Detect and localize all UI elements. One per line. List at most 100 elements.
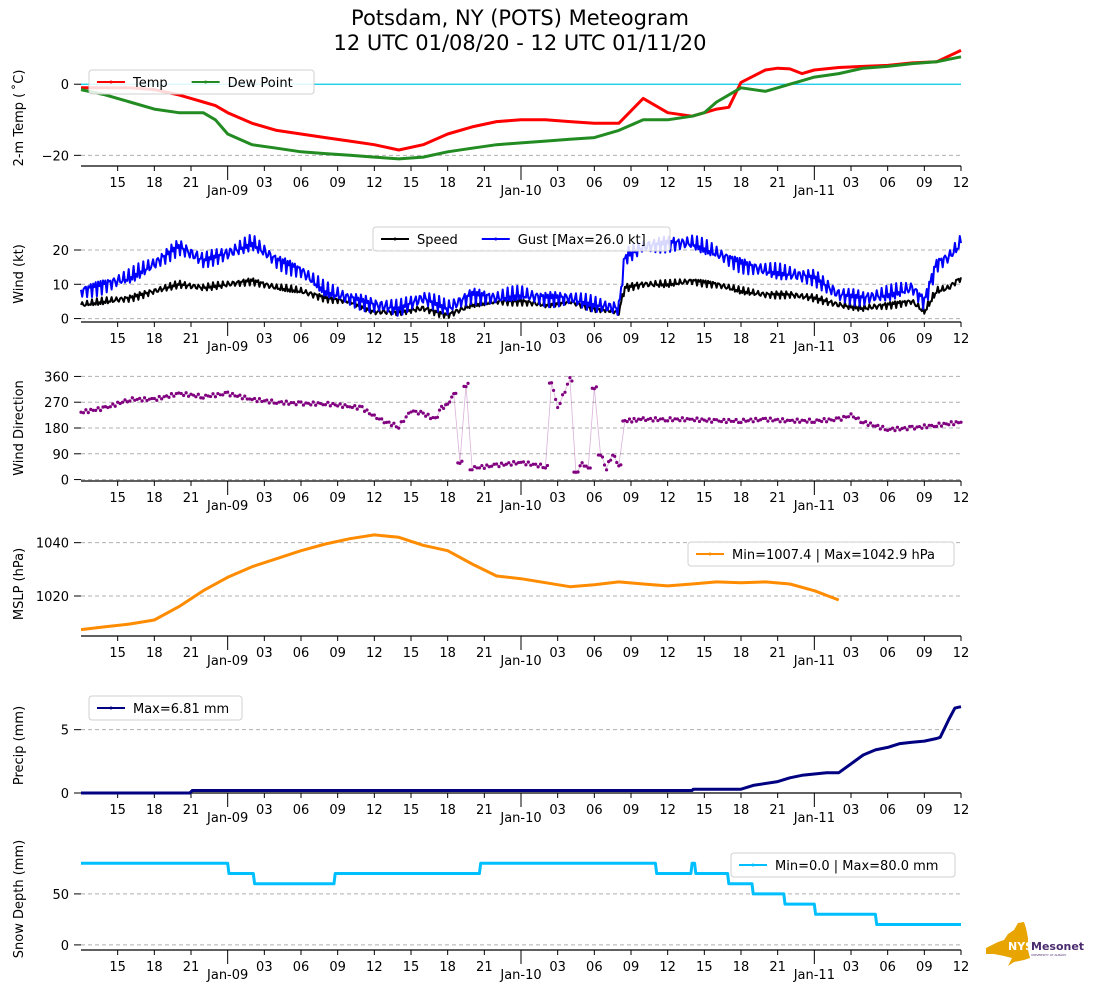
direction-point xyxy=(549,381,554,385)
x-tick-label: 18 xyxy=(733,646,750,661)
x-tick-label: 03 xyxy=(256,332,273,347)
x-tick-label: 12 xyxy=(659,803,676,818)
direction-point xyxy=(719,419,724,424)
direction-point xyxy=(536,465,540,469)
direction-point xyxy=(780,417,785,421)
direction-point xyxy=(316,401,320,405)
x-tick-label: 18 xyxy=(733,803,750,818)
x-tick-label: 09 xyxy=(916,960,933,975)
direction-point xyxy=(534,462,538,466)
x-tick-label: 18 xyxy=(146,491,163,506)
x-tick-label: 03 xyxy=(549,960,566,975)
x-tick-label: 06 xyxy=(293,646,310,661)
direction-point xyxy=(155,398,159,402)
direction-point xyxy=(927,423,931,427)
direction-point xyxy=(651,419,655,423)
direction-point xyxy=(377,417,381,421)
direction-point xyxy=(150,396,154,401)
direction-point xyxy=(551,388,556,393)
x-major-tick-label: Jan-10 xyxy=(499,811,541,826)
y-tick-label: 90 xyxy=(52,448,69,463)
direction-point xyxy=(680,416,684,420)
y-tick-label: 360 xyxy=(44,370,69,385)
direction-point xyxy=(255,400,259,404)
direction-point xyxy=(615,460,619,465)
x-tick-label: 06 xyxy=(879,960,896,975)
direction-point xyxy=(661,417,665,421)
direction-point xyxy=(619,463,623,467)
x-tick-label: 06 xyxy=(879,491,896,506)
direction-point xyxy=(238,393,242,397)
direction-point xyxy=(397,426,401,430)
direction-point xyxy=(421,411,425,415)
direction-point xyxy=(556,405,560,410)
x-tick-label: 03 xyxy=(843,960,860,975)
direction-point xyxy=(670,419,675,423)
direction-point xyxy=(299,400,303,404)
direction-point xyxy=(890,426,895,430)
direction-point xyxy=(854,416,858,421)
direction-point xyxy=(196,392,200,396)
direction-point xyxy=(954,420,958,424)
direction-point xyxy=(697,419,702,424)
direction-point xyxy=(216,391,220,396)
direction-point xyxy=(304,401,308,405)
direction-point xyxy=(846,415,851,419)
direction-point xyxy=(437,408,442,412)
direction-point xyxy=(817,418,821,422)
y-tick-label: 1040 xyxy=(36,537,69,552)
direction-point xyxy=(939,424,944,428)
direction-point xyxy=(358,404,362,408)
direction-point xyxy=(230,391,235,396)
x-tick-label: 03 xyxy=(256,646,273,661)
x-tick-label: 09 xyxy=(916,803,933,818)
direction-point xyxy=(837,416,841,420)
legend-frame xyxy=(88,695,243,721)
x-tick-label: 03 xyxy=(256,491,273,506)
direction-point xyxy=(584,464,588,468)
x-tick-label: 12 xyxy=(659,176,676,191)
x-major-tick-label: Jan-09 xyxy=(206,968,248,983)
x-major-tick-label: Jan-10 xyxy=(499,340,541,355)
direction-point xyxy=(282,402,286,406)
y-tick-label: 0 xyxy=(61,78,69,93)
direction-point xyxy=(576,470,580,474)
y-axis-label: Wind (kt) xyxy=(12,244,27,304)
direction-point xyxy=(296,400,301,404)
direction-point xyxy=(262,399,266,403)
x-tick-label: 21 xyxy=(769,332,786,347)
x-major-tick-label: Jan-11 xyxy=(793,654,835,669)
x-tick-label: 15 xyxy=(696,646,713,661)
x-tick-label: 06 xyxy=(586,332,603,347)
direction-point xyxy=(243,394,247,398)
x-tick-label: 03 xyxy=(256,960,273,975)
direction-point xyxy=(727,417,731,422)
direction-point xyxy=(653,416,658,420)
direction-point xyxy=(609,458,613,462)
x-tick-label: 12 xyxy=(659,491,676,506)
x-tick-label: 12 xyxy=(659,646,676,661)
direction-point xyxy=(538,462,543,466)
direction-point xyxy=(338,402,342,406)
direction-point xyxy=(138,396,142,400)
direction-point xyxy=(490,464,494,468)
direction-point xyxy=(169,392,174,396)
direction-point xyxy=(873,424,878,428)
legend-entry: Temp xyxy=(132,76,168,91)
direction-point xyxy=(898,428,902,432)
x-tick-label: 12 xyxy=(953,960,970,975)
x-tick-label: 06 xyxy=(879,176,896,191)
x-tick-label: 09 xyxy=(916,491,933,506)
direction-point xyxy=(893,429,897,433)
x-tick-label: 09 xyxy=(329,491,346,506)
direction-point xyxy=(529,463,533,467)
x-tick-label: 09 xyxy=(916,332,933,347)
direction-point xyxy=(937,421,941,425)
legend: Max=6.81 mm xyxy=(88,695,243,721)
direction-point xyxy=(448,400,452,404)
direction-point xyxy=(435,415,440,419)
direction-point xyxy=(822,417,826,421)
x-major-tick-label: Jan-10 xyxy=(499,184,541,199)
x-tick-label: 12 xyxy=(366,491,383,506)
direction-point xyxy=(250,398,254,402)
